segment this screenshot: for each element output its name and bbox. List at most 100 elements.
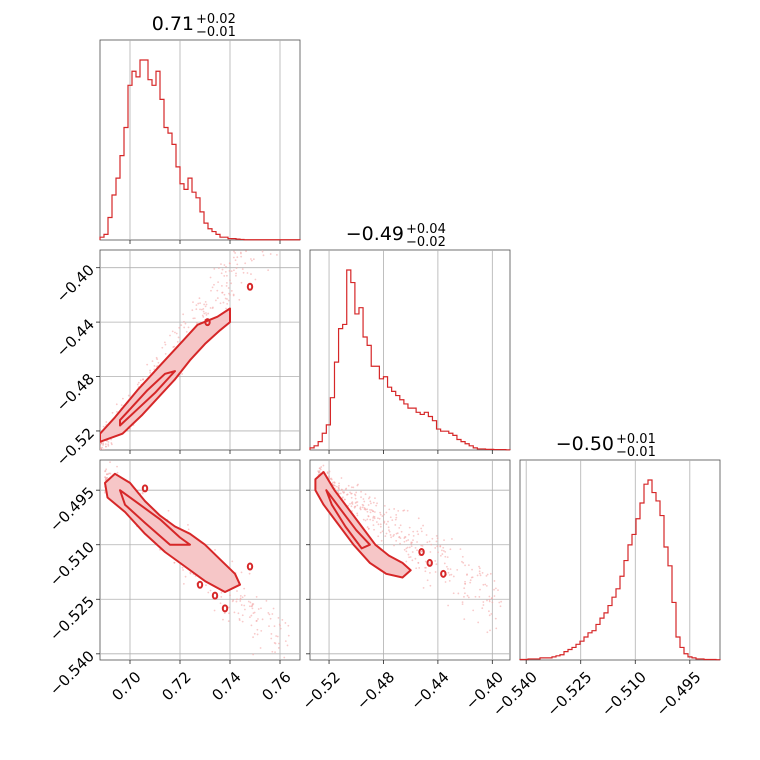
sample-point — [184, 575, 187, 578]
sample-point — [335, 485, 338, 488]
sample-point — [99, 458, 101, 460]
sample-point — [248, 572, 251, 575]
sample-point — [366, 508, 369, 511]
sample-point — [449, 548, 452, 551]
sample-point — [420, 527, 423, 530]
y-tick-label: −0.44 — [53, 315, 98, 360]
sample-point — [228, 612, 230, 615]
sample-point — [373, 511, 376, 513]
sample-point — [236, 590, 238, 592]
sample-point — [274, 651, 276, 654]
sample-point — [356, 504, 359, 507]
sample-point — [127, 394, 130, 397]
sample-point — [203, 303, 206, 306]
sample-point — [252, 258, 255, 261]
sample-point — [412, 539, 414, 542]
sample-point — [185, 330, 188, 333]
sample-point — [268, 625, 270, 628]
sample-point — [424, 570, 427, 573]
sample-point — [210, 289, 212, 292]
sample-point — [202, 310, 205, 313]
sample-point — [337, 487, 340, 490]
sample-point — [116, 465, 118, 468]
sample-point — [381, 530, 384, 533]
sample-point — [447, 568, 449, 570]
sample-point — [257, 618, 259, 620]
sample-point — [481, 607, 484, 610]
sample-point — [356, 501, 359, 503]
sample-point — [231, 560, 234, 563]
sample-point — [240, 255, 243, 258]
sample-point — [338, 484, 340, 487]
sample-point — [204, 305, 207, 308]
sample-point — [263, 245, 265, 247]
sample-point — [478, 572, 481, 575]
sample-point — [189, 572, 192, 575]
sample-point — [122, 397, 124, 400]
sample-point — [100, 449, 102, 450]
contour-island — [440, 569, 447, 578]
y-tick-label: −0.40 — [53, 261, 98, 306]
sample-point — [393, 533, 395, 536]
sample-point — [486, 631, 489, 634]
sample-point — [410, 545, 413, 548]
sample-point — [362, 498, 365, 500]
sample-point — [362, 518, 365, 521]
sample-point — [478, 567, 481, 570]
sample-point — [403, 509, 406, 512]
sample-point — [399, 542, 401, 545]
sample-point — [366, 526, 369, 528]
sample-point — [461, 603, 464, 606]
sample-point — [149, 371, 152, 374]
sample-point — [478, 595, 481, 598]
sample-point — [367, 504, 370, 506]
sample-point — [255, 620, 258, 622]
y-tick-label: −0.510 — [46, 538, 98, 590]
contour-island — [246, 282, 254, 291]
sample-point — [243, 246, 245, 248]
sample-point — [257, 608, 260, 610]
sample-point — [328, 470, 331, 473]
sample-point — [420, 544, 423, 547]
sample-point — [424, 560, 427, 563]
sample-point — [107, 443, 110, 446]
sample-point — [207, 312, 210, 315]
sample-point — [364, 493, 367, 496]
sample-point — [437, 551, 439, 554]
sample-point — [164, 353, 167, 355]
sample-point — [216, 297, 219, 299]
sample-point — [344, 488, 347, 491]
sample-point — [161, 346, 164, 349]
sample-point — [156, 358, 159, 361]
x-tick-label: −0.48 — [353, 668, 398, 713]
sample-point — [391, 519, 394, 522]
sample-point — [356, 512, 359, 515]
sample-point — [129, 428, 132, 430]
contour-island — [211, 591, 219, 600]
param-title-plus: +0.02 — [196, 12, 236, 27]
sample-point — [229, 594, 231, 597]
sample-point — [193, 317, 196, 320]
sample-point — [262, 254, 265, 257]
hist-panel-1: 0.71 +0.02−0.01 — [99, 12, 301, 244]
sample-point — [213, 283, 215, 286]
sample-point — [435, 534, 438, 537]
sample-point — [257, 241, 259, 243]
y-tick-label: −0.495 — [46, 483, 98, 535]
sample-point — [379, 511, 382, 514]
contour-inner-line — [119, 370, 176, 427]
sample-point — [319, 468, 322, 471]
sample-point — [340, 477, 343, 479]
param-title-plus: +0.04 — [406, 222, 446, 237]
sample-point — [195, 308, 198, 311]
sample-point — [136, 383, 139, 386]
sample-point — [366, 510, 369, 513]
sample-point — [139, 379, 142, 382]
sample-point — [229, 294, 231, 296]
sample-point — [352, 486, 355, 489]
sample-point — [350, 486, 353, 489]
contour-inner-line — [119, 489, 191, 546]
sample-point — [447, 571, 450, 574]
sample-point — [449, 568, 452, 570]
sample-point — [412, 534, 415, 537]
